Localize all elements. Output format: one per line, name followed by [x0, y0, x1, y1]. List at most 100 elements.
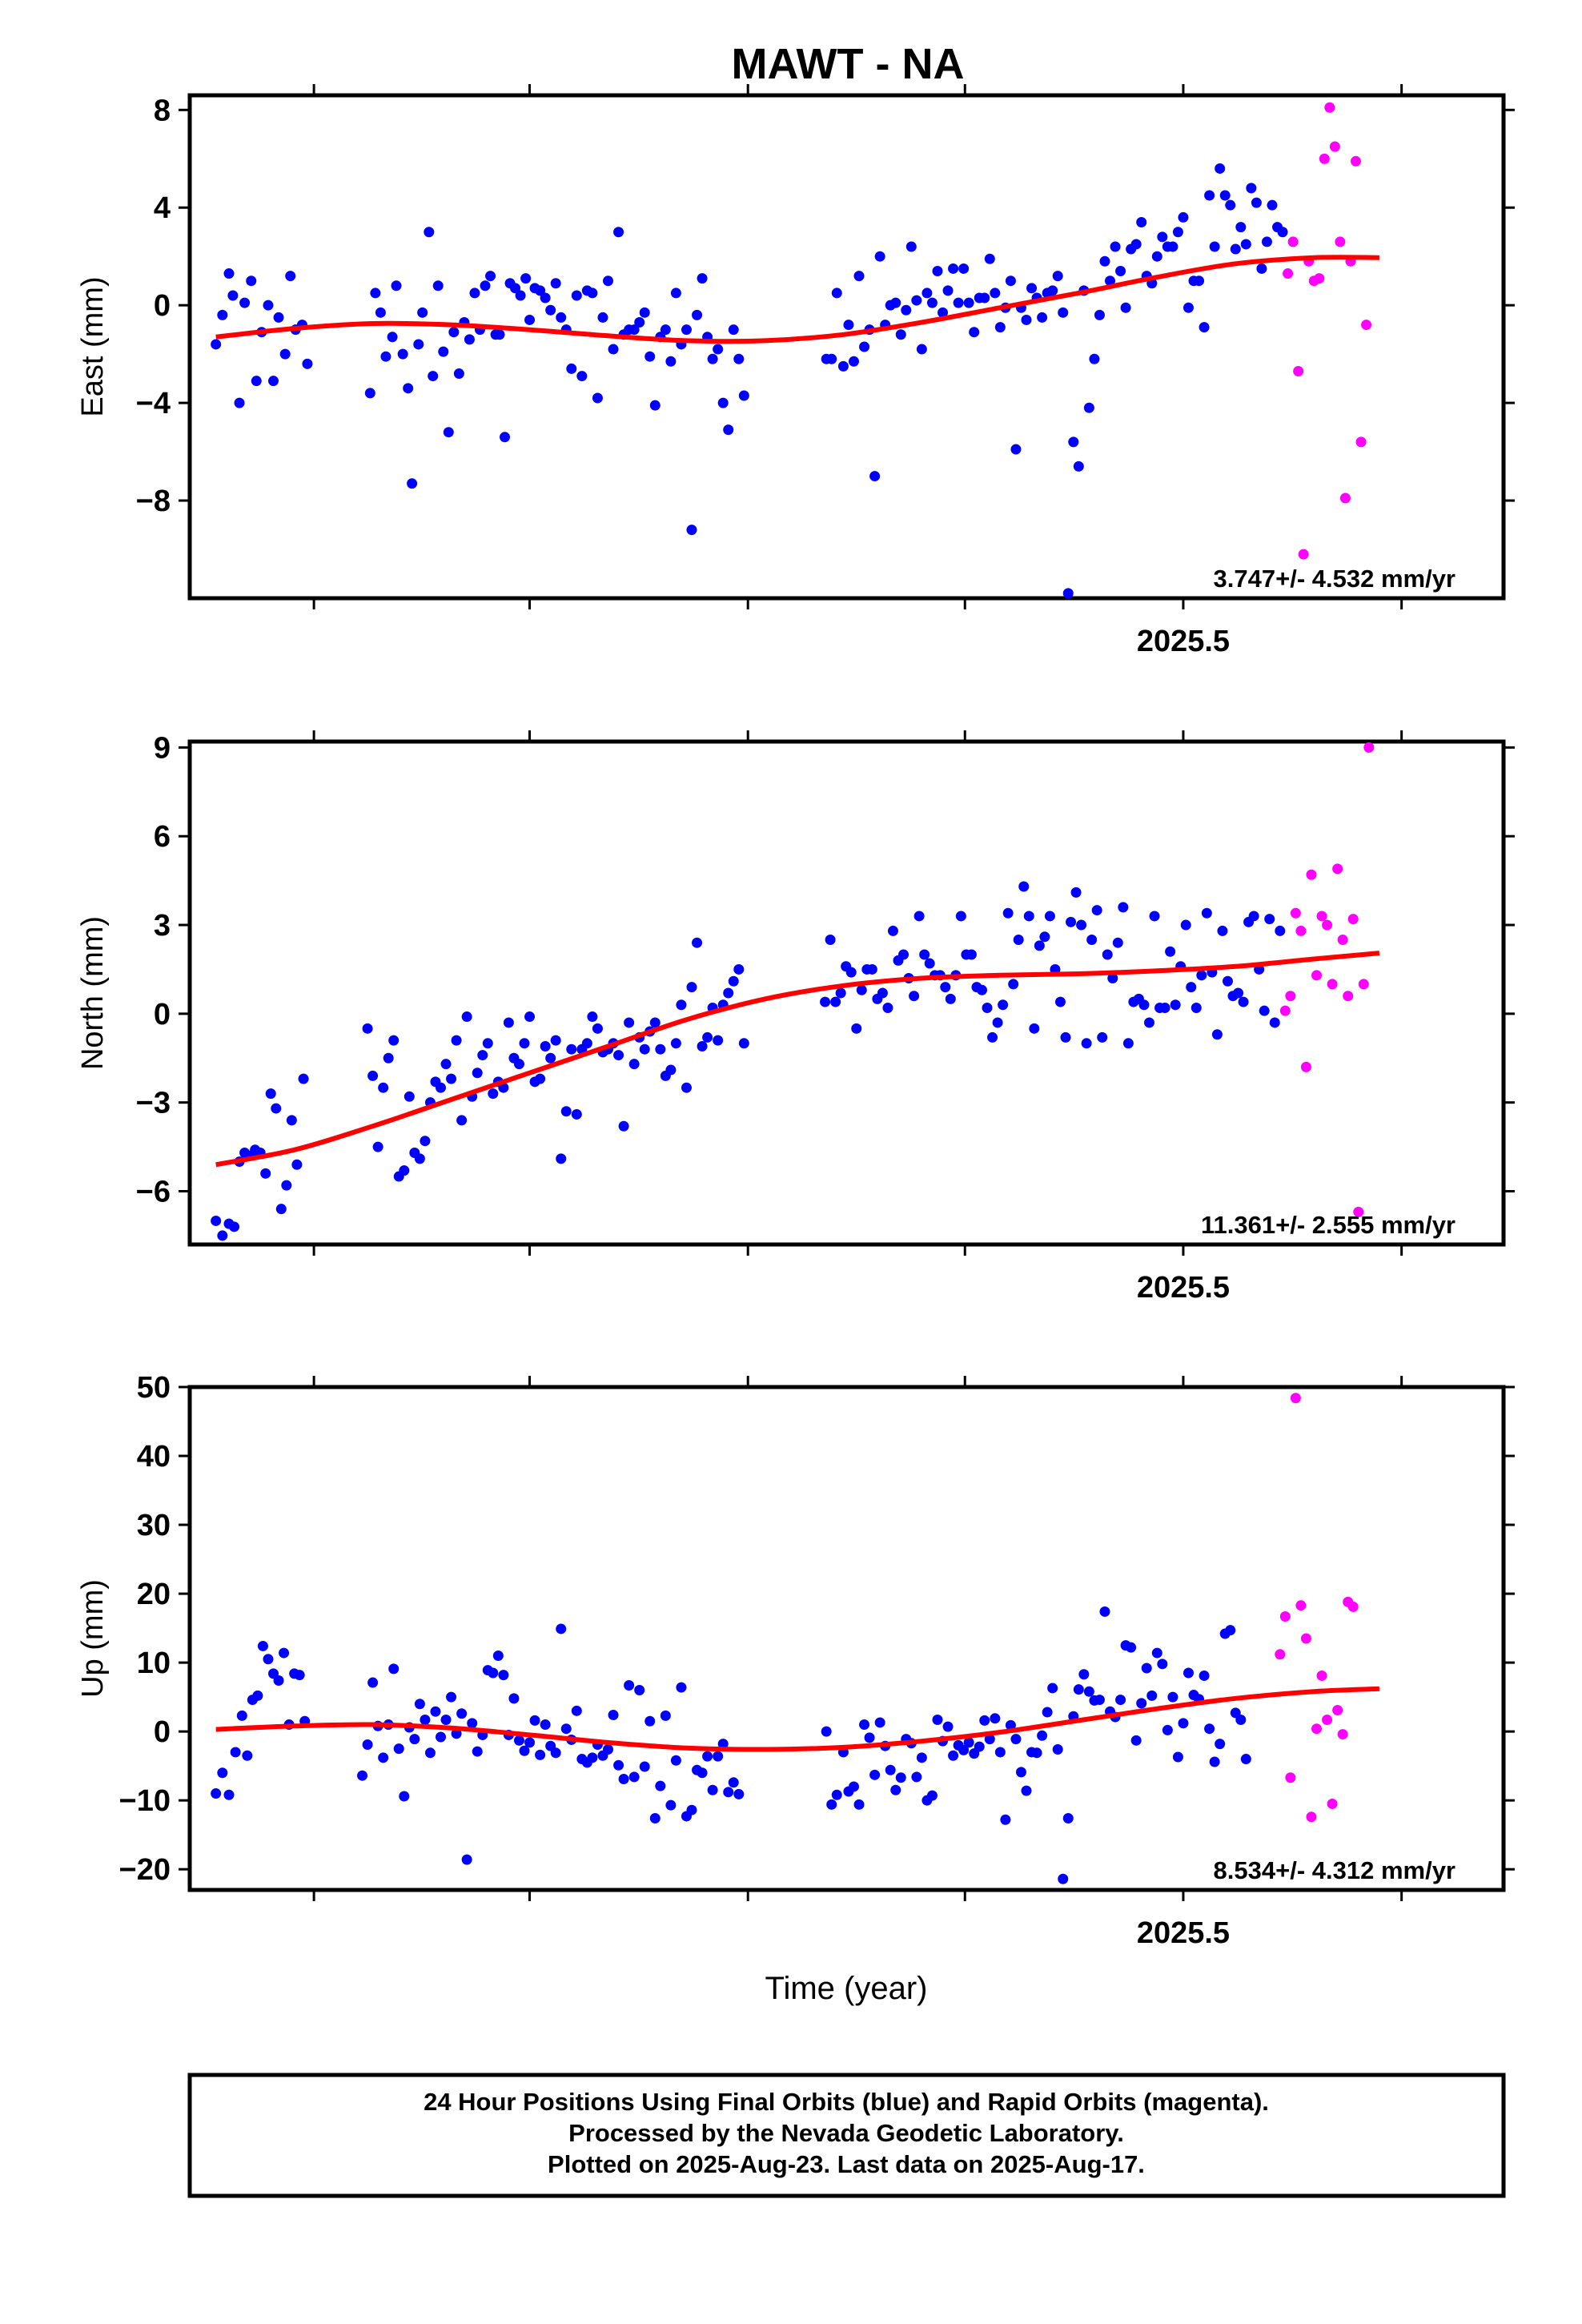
final-orbit-point [926, 1790, 938, 1801]
final-orbit-point [919, 949, 930, 960]
final-orbit-point [1144, 1017, 1155, 1028]
final-orbit-point [1008, 979, 1019, 990]
final-orbit-point [953, 297, 964, 308]
rapid-orbit-point [1295, 1600, 1307, 1611]
y-tick-label: 8 [154, 94, 171, 127]
final-orbit-point [713, 1035, 724, 1046]
final-orbit-point [492, 1651, 504, 1662]
final-orbit-point [1060, 1031, 1071, 1043]
final-orbit-point [639, 1043, 650, 1055]
final-orbit-point [882, 1002, 893, 1013]
final-orbit-point [1042, 1707, 1053, 1718]
y-tick-label: −3 [136, 1087, 171, 1120]
final-orbit-point [367, 1677, 379, 1688]
final-orbit-point [1102, 949, 1113, 960]
final-orbit-point [498, 1670, 509, 1681]
final-orbit-point [728, 975, 739, 987]
y-axis-title-up: Up (mm) [76, 1579, 110, 1698]
final-orbit-point [681, 1082, 692, 1093]
final-orbit-point [1191, 1002, 1202, 1013]
final-orbit-point [510, 283, 521, 294]
rapid-orbit-point [1275, 1649, 1286, 1660]
panel-north: −6 −3 0 3 6 9 2025.5 North (mm) 11.361+/- 2.555 … [76, 730, 1515, 1305]
final-orbit-point [738, 1038, 749, 1049]
final-orbit-point [1222, 975, 1233, 987]
y-tick-label: −20 [119, 1853, 171, 1887]
final-orbit-point [874, 251, 885, 262]
final-orbit-point [1204, 190, 1215, 201]
final-orbit-point [945, 993, 956, 1004]
final-orbit-point [976, 984, 987, 995]
final-orbit-point [230, 1747, 241, 1758]
final-orbit-point [820, 996, 831, 1007]
final-orbit-point [969, 327, 980, 338]
rapid-orbit-point [1332, 863, 1343, 875]
final-orbit-point [436, 1731, 447, 1743]
rapid-orbit-point [1306, 1811, 1317, 1823]
final-orbit-point [940, 982, 951, 993]
final-orbit-point [990, 1713, 1001, 1724]
final-orbit-point [472, 1068, 483, 1079]
final-orbit-point [391, 280, 402, 292]
final-orbit-point [603, 275, 614, 287]
final-orbit-point [984, 1734, 995, 1745]
final-orbit-point [890, 297, 901, 308]
final-orbit-point [461, 1854, 472, 1865]
final-orbit-point [1277, 227, 1288, 238]
rapid-orbit-point [1283, 268, 1294, 279]
final-orbit-point [453, 368, 464, 380]
final-orbit-point [713, 344, 724, 355]
final-orbit-point [1211, 1029, 1223, 1040]
final-orbit-point [380, 351, 391, 362]
final-orbit-point [895, 1772, 906, 1783]
final-orbit-point [1159, 1002, 1170, 1013]
rapid-orbit-point [1322, 919, 1333, 931]
final-orbit-point [1089, 353, 1100, 364]
final-orbit-point [263, 1654, 274, 1665]
final-orbit-point [848, 1781, 859, 1792]
final-orbit-point [440, 1715, 452, 1726]
final-orbit-point [1204, 1723, 1215, 1735]
final-orbit-point [393, 1743, 404, 1755]
final-orbit-point [1010, 444, 1022, 455]
final-orbit-point [417, 307, 428, 318]
final-orbit-point [446, 1691, 457, 1703]
final-orbit-point [1194, 275, 1205, 287]
final-orbit-point [1238, 996, 1249, 1007]
final-orbit-point [639, 1761, 650, 1772]
final-orbit-point [446, 1073, 457, 1084]
final-orbit-point [587, 1011, 598, 1023]
final-orbit-point [535, 1073, 546, 1084]
final-orbit-point [1099, 1606, 1110, 1617]
final-orbit-point [916, 344, 927, 355]
final-orbit-point [707, 353, 718, 364]
final-orbit-point [438, 346, 449, 357]
final-orbit-point [1094, 309, 1105, 320]
rapid-orbit-point [1285, 1772, 1296, 1783]
final-orbit-point [845, 967, 857, 978]
final-orbit-point [987, 1031, 998, 1043]
final-orbit-point [655, 1043, 666, 1055]
final-orbit-point [877, 987, 888, 999]
fit-curve-east [215, 255, 1379, 344]
rapid-orbit-point [1287, 236, 1299, 247]
final-orbit-point [1141, 1663, 1152, 1674]
final-orbit-point [535, 285, 546, 296]
final-orbit-point [1170, 999, 1181, 1011]
final-orbit-point [911, 295, 922, 306]
final-orbit-point [285, 271, 296, 282]
final-orbit-point [550, 1747, 561, 1759]
rapid-orbit-point [1358, 979, 1369, 990]
rapid-orbit-point [1339, 493, 1351, 504]
final-orbit-point [909, 991, 920, 1002]
final-orbit-point [869, 471, 881, 482]
final-orbit-point [728, 324, 739, 336]
rapid-orbit-point [1285, 991, 1296, 1002]
final-orbit-point [1230, 243, 1241, 255]
final-orbit-point [984, 253, 995, 264]
final-orbit-point [821, 1726, 832, 1737]
final-orbit-point [916, 1752, 927, 1763]
final-orbit-point [239, 297, 251, 308]
final-orbit-point [1225, 199, 1236, 211]
final-orbit-point [979, 1715, 990, 1726]
